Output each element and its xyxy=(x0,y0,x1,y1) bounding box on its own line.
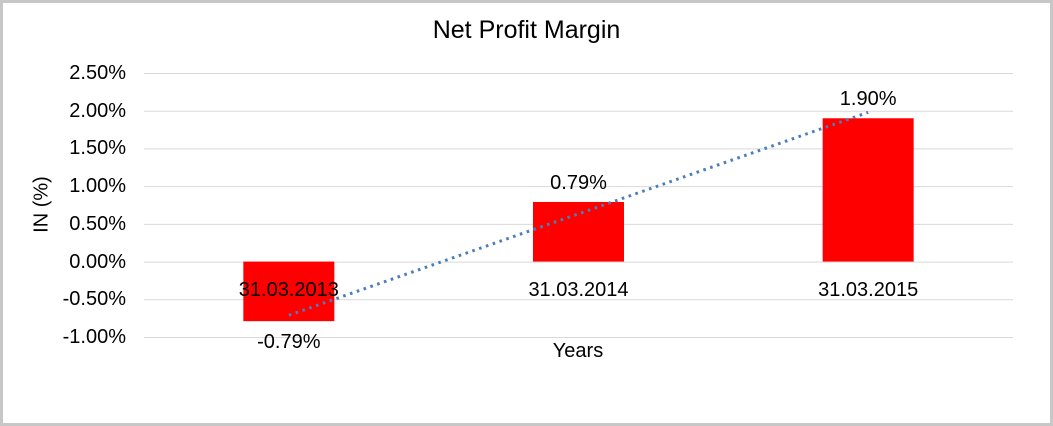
y-axis-tick-label: -1.00% xyxy=(62,326,126,348)
chart-title: Net Profit Margin xyxy=(432,16,621,44)
y-axis-tick-label: 0.50% xyxy=(69,212,126,235)
category-label: 31.03.2015 xyxy=(818,278,919,301)
bar xyxy=(822,118,914,262)
y-axis-tick-label: 0.00% xyxy=(69,250,126,273)
trendline xyxy=(288,110,869,317)
y-axis-tick-label: 1.50% xyxy=(69,137,126,160)
data-label: 0.79% xyxy=(550,171,607,194)
bar xyxy=(533,201,624,262)
data-label: -0.79% xyxy=(257,331,321,354)
category-label: 31.03.2013 xyxy=(238,278,339,301)
bar xyxy=(243,261,335,322)
category-label: 31.03.2014 xyxy=(528,278,629,301)
y-axis-tick-label: 1.00% xyxy=(69,175,126,198)
y-axis-title: IN (%) xyxy=(30,176,53,233)
y-axis-tick-label: 2.50% xyxy=(69,62,126,84)
y-axis-tick-label: -0.50% xyxy=(62,288,126,311)
y-axis-tick-label: 2.00% xyxy=(69,99,126,122)
data-label: 1.90% xyxy=(839,88,897,111)
x-axis-title: Years xyxy=(552,340,604,362)
